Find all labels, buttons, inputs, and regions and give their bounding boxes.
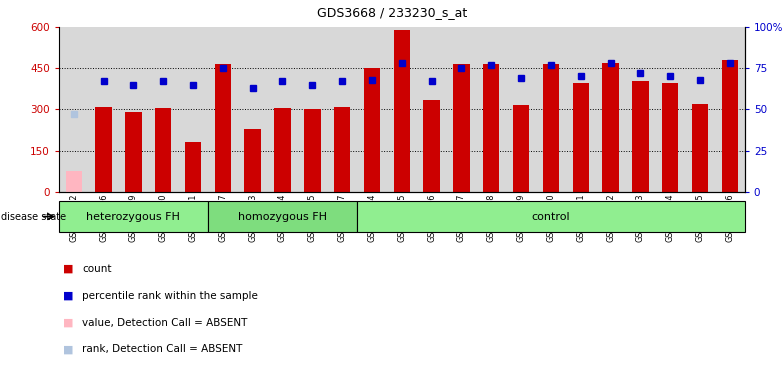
Bar xyxy=(394,30,410,192)
Bar xyxy=(185,142,201,192)
Text: rank, Detection Call = ABSENT: rank, Detection Call = ABSENT xyxy=(82,344,243,354)
Bar xyxy=(483,64,499,192)
Text: disease state: disease state xyxy=(1,212,66,222)
Text: ■: ■ xyxy=(63,264,73,274)
Bar xyxy=(59,201,208,232)
Bar xyxy=(215,64,231,192)
Bar xyxy=(357,201,745,232)
Bar xyxy=(334,107,350,192)
Bar xyxy=(691,104,708,192)
Text: GDS3668 / 233230_s_at: GDS3668 / 233230_s_at xyxy=(317,6,467,19)
Bar xyxy=(304,109,321,192)
Bar xyxy=(96,107,112,192)
Bar xyxy=(155,108,172,192)
Bar xyxy=(513,105,529,192)
Text: percentile rank within the sample: percentile rank within the sample xyxy=(82,291,258,301)
Bar xyxy=(572,83,589,192)
Bar xyxy=(722,60,738,192)
Bar xyxy=(274,108,291,192)
Bar xyxy=(453,64,470,192)
Bar xyxy=(632,81,648,192)
Bar xyxy=(543,64,559,192)
Text: heterozygous FH: heterozygous FH xyxy=(86,212,180,222)
Bar xyxy=(66,171,82,192)
Bar xyxy=(423,100,440,192)
Bar xyxy=(602,63,619,192)
Bar xyxy=(662,83,678,192)
Bar xyxy=(125,112,142,192)
Bar xyxy=(245,129,261,192)
Text: homozygous FH: homozygous FH xyxy=(238,212,327,222)
Text: value, Detection Call = ABSENT: value, Detection Call = ABSENT xyxy=(82,318,248,328)
Text: ■: ■ xyxy=(63,291,73,301)
Text: ■: ■ xyxy=(63,318,73,328)
Text: ■: ■ xyxy=(63,344,73,354)
Text: control: control xyxy=(532,212,570,222)
Bar xyxy=(364,68,380,192)
Bar xyxy=(208,201,357,232)
Text: count: count xyxy=(82,264,112,274)
